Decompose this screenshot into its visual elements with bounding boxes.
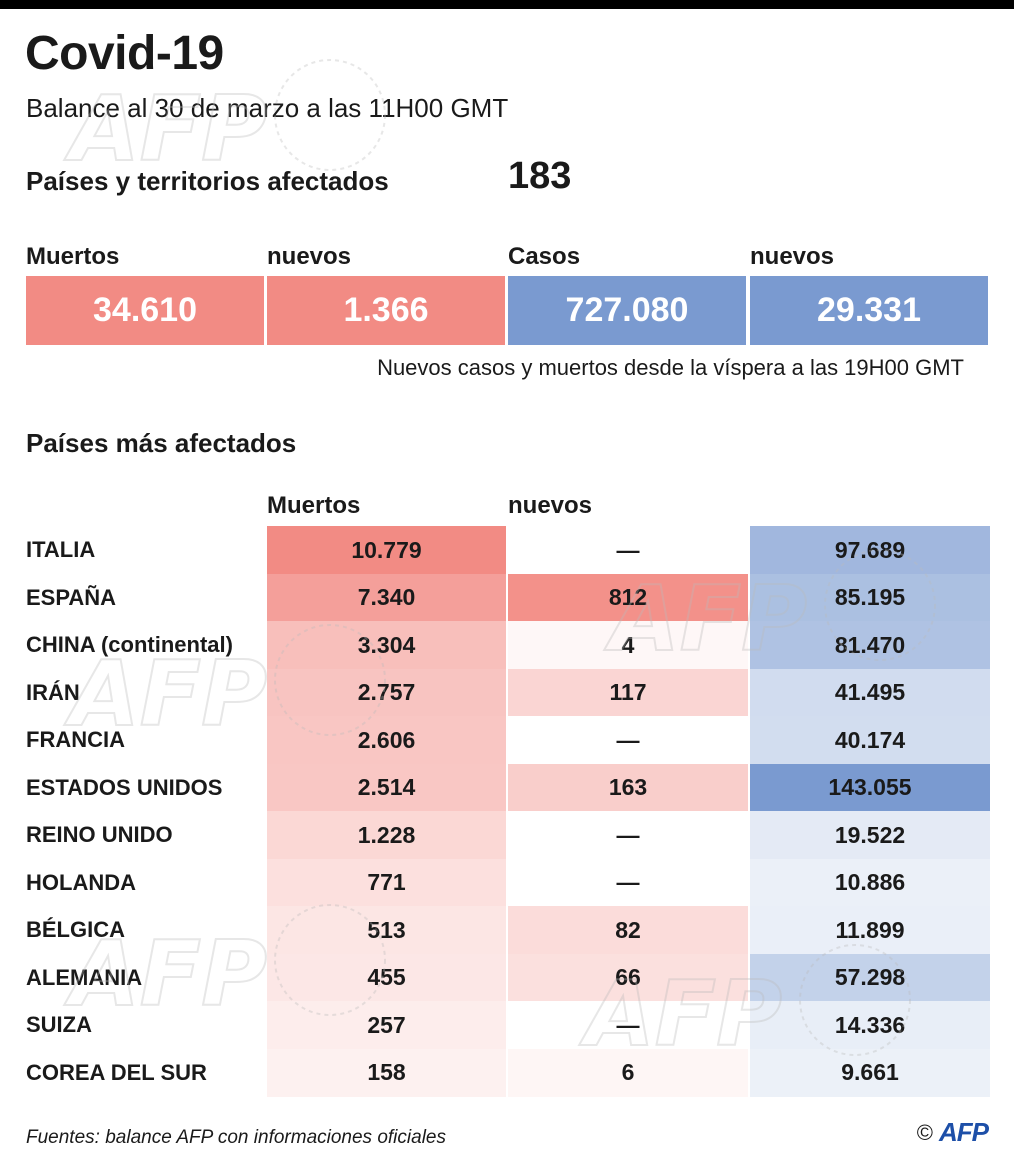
cell-deaths: 158 <box>267 1048 506 1097</box>
cell-deaths: 1.228 <box>267 811 506 859</box>
cell-cases: 9.661 <box>750 1048 990 1097</box>
row-label: SUIZA <box>26 1012 92 1037</box>
cell-deaths: 771 <box>267 858 506 907</box>
cell-cases: 10.886 <box>750 858 990 907</box>
cell-new-deaths: 4 <box>508 621 748 669</box>
summary-new-deaths-value: 1.366 <box>267 276 505 345</box>
copyright-symbol: © <box>916 1119 933 1145</box>
afp-logo-text: AFP <box>939 1117 989 1147</box>
cell-cases: 14.336 <box>750 1001 990 1049</box>
cell-new-deaths: — <box>508 1001 748 1049</box>
page-title: Covid-19 <box>25 27 224 80</box>
row-label: COREA DEL SUR <box>26 1059 207 1085</box>
cell-new-deaths: 812 <box>508 573 748 622</box>
source-note: Fuentes: balance AFP con informaciones o… <box>26 1127 446 1148</box>
cell-new-deaths: 163 <box>508 763 748 812</box>
row-label: ESTADOS UNIDOS <box>26 774 223 800</box>
column-header-new-deaths: nuevos <box>508 492 593 519</box>
cell-deaths: 3.304 <box>267 621 506 669</box>
countries-label: Países y territorios afectados <box>26 166 389 196</box>
row-label: ITALIA <box>26 537 96 562</box>
summary-deaths-label: Muertos <box>26 243 120 270</box>
row-label: ESPAÑA <box>26 584 117 610</box>
table-title: Países más afectados <box>26 428 297 458</box>
cell-cases: 81.470 <box>750 621 990 669</box>
top-bar <box>0 0 1014 9</box>
row-label: HOLANDA <box>26 869 136 895</box>
column-header-deaths: Muertos <box>267 492 361 519</box>
row-label: FRANCIA <box>26 727 125 752</box>
cell-cases: 11.899 <box>750 906 990 954</box>
summary-cases-value: 727.080 <box>508 276 746 345</box>
cell-cases: 41.495 <box>750 668 990 717</box>
cell-deaths: 2.757 <box>267 668 506 717</box>
cell-new-deaths: 6 <box>508 1048 748 1097</box>
cell-deaths: 10.779 <box>267 526 506 574</box>
cell-new-deaths: 82 <box>508 906 748 954</box>
summary-cases-label: Casos <box>508 243 581 270</box>
summary-note: Nuevos casos y muertos desde la víspera … <box>377 355 964 380</box>
page-subtitle: Balance al 30 de marzo a las 11H00 GMT <box>26 93 509 123</box>
cell-cases: 85.195 <box>750 573 990 622</box>
cell-deaths: 257 <box>267 1001 506 1049</box>
row-label: CHINA (continental) <box>26 632 233 657</box>
summary-new-cases-label: nuevos <box>750 243 835 270</box>
afp-logo: © AFP <box>916 1117 989 1148</box>
cell-new-deaths: — <box>508 526 748 574</box>
cell-cases: 40.174 <box>750 716 990 764</box>
summary-deaths-value: 34.610 <box>26 276 264 345</box>
row-label: BÉLGICA <box>26 917 125 942</box>
cell-new-deaths: — <box>508 716 748 764</box>
cell-cases: 57.298 <box>750 953 990 1002</box>
cell-new-deaths: 117 <box>508 668 748 717</box>
cell-new-deaths: — <box>508 811 748 859</box>
summary-new-deaths-label: nuevos <box>267 243 352 270</box>
cell-cases: 19.522 <box>750 811 990 859</box>
row-label: IRÁN <box>26 679 80 705</box>
cell-cases: 97.689 <box>750 526 990 574</box>
cell-new-deaths: 66 <box>508 953 748 1002</box>
row-label: ALEMANIA <box>26 964 143 990</box>
cell-deaths: 2.514 <box>267 763 506 812</box>
cell-deaths: 513 <box>267 906 506 954</box>
row-label: REINO UNIDO <box>26 822 173 847</box>
cell-cases: 143.055 <box>750 763 990 812</box>
cell-deaths: 2.606 <box>267 716 506 764</box>
countries-value: 183 <box>508 155 572 197</box>
summary-new-cases-value: 29.331 <box>750 276 988 345</box>
cell-deaths: 455 <box>267 953 506 1002</box>
cell-new-deaths: — <box>508 858 748 907</box>
cell-deaths: 7.340 <box>267 573 506 622</box>
